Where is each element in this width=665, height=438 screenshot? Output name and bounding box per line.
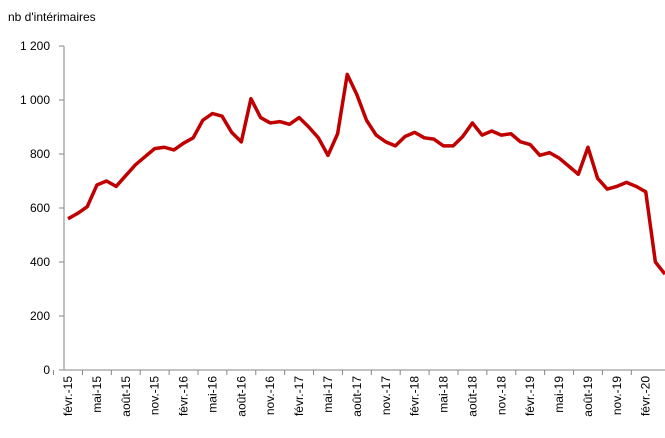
x-tick-label: févr.-17: [292, 376, 306, 416]
x-tick-label: févr.-18: [408, 376, 422, 416]
x-tick-label: mai-16: [205, 376, 219, 413]
y-tick-label: 0: [43, 363, 50, 377]
x-tick-label: févr.-20: [639, 376, 653, 416]
y-tick-label: 400: [30, 255, 50, 269]
x-tick-label: août-18: [465, 376, 479, 417]
y-tick-label: 200: [30, 309, 50, 323]
y-tick-label: 1 200: [20, 39, 50, 53]
x-tick-label: août-17: [350, 376, 364, 417]
x-tick-label: nov.-19: [610, 376, 624, 415]
y-axis-label: nb d'intérimaires: [8, 10, 96, 24]
y-tick-label: 600: [30, 201, 50, 215]
y-tick-label: 1 000: [20, 93, 50, 107]
x-tick-label: nov.-15: [148, 376, 162, 415]
x-tick-label: nov.-17: [379, 376, 393, 415]
x-tick-label: août-15: [119, 376, 133, 417]
x-tick-label: mai-15: [90, 376, 104, 413]
x-tick-label: août-16: [234, 376, 248, 417]
x-tick-label: févr.-19: [523, 376, 537, 416]
x-tick-label: août-19: [581, 376, 595, 417]
x-tick-label: nov.-18: [494, 376, 508, 415]
y-tick-label: 800: [30, 147, 50, 161]
x-tick-label: mai-17: [321, 376, 335, 413]
data-line: [67, 72, 665, 276]
x-tick-label: févr.-15: [61, 376, 75, 416]
x-tick-label: nov.-16: [263, 376, 277, 415]
x-tick-label: mai-18: [437, 376, 451, 413]
x-tick-label: mai-19: [552, 376, 566, 413]
x-tick-label: févr.-16: [177, 376, 191, 416]
